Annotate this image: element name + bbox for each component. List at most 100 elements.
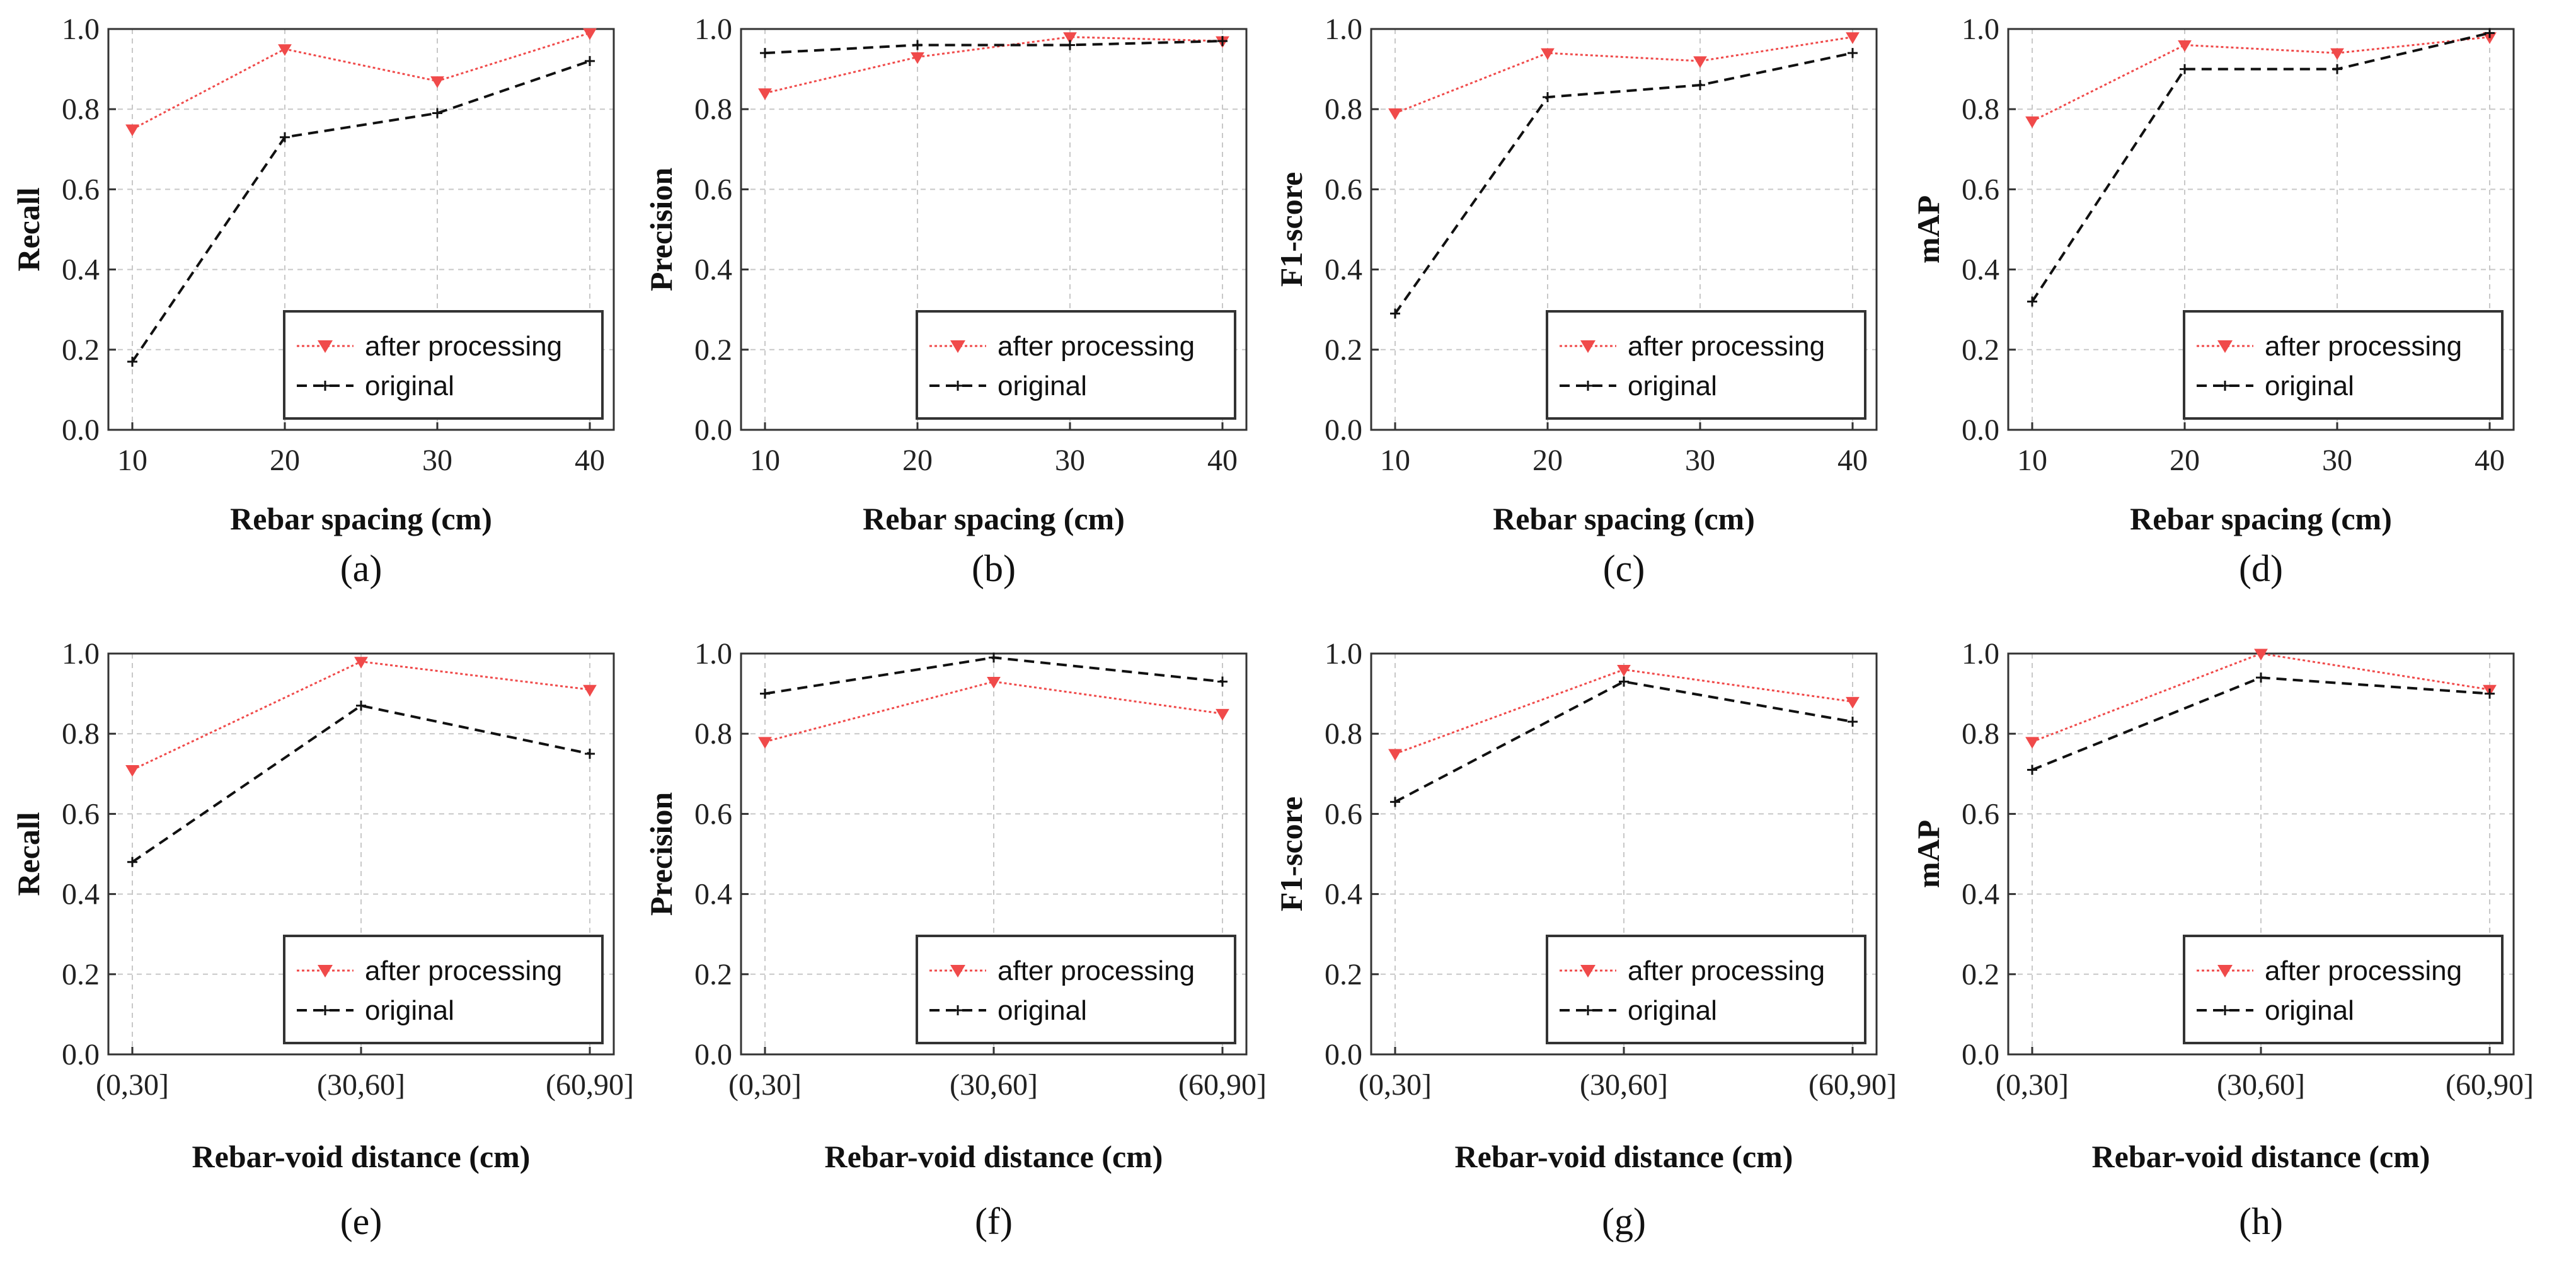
series-line-original [1394,680,1853,804]
panel-h: 0.0 0.2 0.4 0.6 0.8 1.0 (0,30] (30,60] (60,90] Re… [1911,637,2534,1242]
point-original [2332,64,2342,74]
x-axis-label: Rebar spacing (cm) [230,501,492,536]
x-axis-label: Rebar-void distance (cm) [192,1139,531,1174]
point-after-processing [758,737,772,749]
point-original [1217,676,1228,687]
y-tick-label: 0.0 [1325,1038,1362,1071]
point-after-processing [1063,32,1077,44]
y-tick-label: 0.6 [694,173,732,206]
y-tick-label: 1.0 [1325,637,1362,671]
point-original [585,55,595,66]
point-after-processing [1846,696,1860,709]
y-tick-label: 1.0 [62,13,100,46]
y-axis-label: mAP [1911,820,1946,888]
y-tick-label: 0.2 [1962,333,1999,367]
x-tick-label: 20 [2170,444,2200,477]
x-tick-label: 10 [2017,444,2047,477]
x-tick-label: 40 [575,444,605,477]
x-tick-label: 30 [1055,444,1085,477]
point-original [280,132,290,142]
point-after-processing [1846,32,1860,44]
y-tick-label: 0.2 [1325,958,1362,991]
point-original [912,40,923,50]
panel-d: 0.0 0.2 0.4 0.6 0.8 1.0 10 20 30 40 Rebar spacing … [1911,13,2515,589]
legend-marker-triangle [1580,965,1596,978]
point-after-processing [1693,56,1707,68]
y-tick-label: 0.2 [1325,333,1362,367]
y-tick-label: 0.4 [1962,878,1999,911]
series-line-after-processing [2032,36,2490,122]
legend-marker-triangle [950,340,965,353]
y-tick-label: 1.0 [694,13,732,46]
series-line-original [131,704,590,863]
point-original [127,356,137,367]
series-line-after-processing [132,32,590,130]
point-original [2027,296,2037,307]
y-tick-label: 0.8 [1325,717,1362,751]
legend: after processing original [283,310,604,420]
legend: after processing original [916,310,1236,420]
y-tick-label: 0.6 [694,797,732,831]
x-axis-label: Rebar-void distance (cm) [1455,1139,1793,1174]
y-tick-label: 0.4 [694,253,732,287]
panel-caption: (d) [2239,548,2283,589]
x-tick-label: (0,30] [728,1068,802,1102]
panel-caption: (a) [340,548,382,589]
legend-label-after-processing: after processing [1628,955,1825,986]
point-original [760,688,770,699]
point-original [1848,717,1858,727]
legend-marker-triangle [318,965,333,978]
point-original [1543,92,1553,103]
legend-marker-triangle [950,965,965,978]
point-original [1619,676,1629,687]
y-tick-label: 0.6 [1325,173,1362,206]
y-tick-label: 0.4 [1962,253,1999,287]
series-line-original [1394,52,1853,314]
y-tick-label: 0.4 [62,878,100,911]
point-original [1848,48,1858,59]
point-original [2485,28,2495,38]
legend-marker-plus [320,1005,330,1015]
x-tick-label: 10 [750,444,780,477]
series-line-after-processing [1394,36,1853,114]
plot-frame [107,28,615,431]
y-tick-label: 0.8 [1325,93,1362,126]
legend-box [2183,310,2504,420]
point-after-processing [125,764,139,777]
legend-marker-plus [2220,381,2230,391]
point-after-processing [758,88,772,100]
legend: after processing original [916,935,1236,1044]
legend-box [283,310,604,420]
y-tick-label: 0.0 [62,413,100,447]
panel-caption: (h) [2239,1201,2283,1242]
point-after-processing [583,28,597,40]
panel-g: 0.0 0.2 0.4 0.6 0.8 1.0 (0,30] (30,60] (60,90] Re… [1274,637,1897,1242]
x-tick-label: 20 [902,444,933,477]
legend-marker-plus [320,381,330,391]
y-tick-label: 0.6 [62,173,100,206]
legend-marker-plus [1583,381,1593,391]
y-tick-label: 0.0 [694,413,732,447]
point-after-processing [430,76,444,88]
legend-box [1546,935,1866,1044]
point-after-processing [278,44,292,56]
legend-box [1546,310,1866,420]
point-after-processing [987,677,1001,689]
point-after-processing [2254,649,2268,660]
y-tick-label: 0.0 [694,1038,732,1071]
point-after-processing [2025,116,2039,129]
y-tick-label: 1.0 [694,637,732,671]
x-tick-label: 10 [117,444,147,477]
point-after-processing [583,684,597,697]
legend-label-after-processing: after processing [365,331,562,362]
y-tick-label: 0.6 [1325,797,1362,831]
x-tick-label: (30,60] [1580,1068,1668,1102]
legend-label-original: original [2265,371,2354,401]
y-axis-label: Precision [643,168,679,291]
panel-caption: (f) [975,1201,1013,1242]
y-tick-label: 0.0 [1962,1038,1999,1071]
x-tick-label: 20 [270,444,300,477]
legend-marker-plus [953,381,963,391]
legend-label-after-processing: after processing [365,955,562,986]
x-tick-label: (30,60] [2217,1068,2305,1102]
